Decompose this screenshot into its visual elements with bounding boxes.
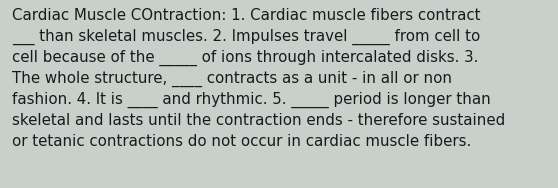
Text: Cardiac Muscle COntraction: 1. Cardiac muscle fibers contract
___ than skeletal : Cardiac Muscle COntraction: 1. Cardiac m… (12, 8, 506, 149)
